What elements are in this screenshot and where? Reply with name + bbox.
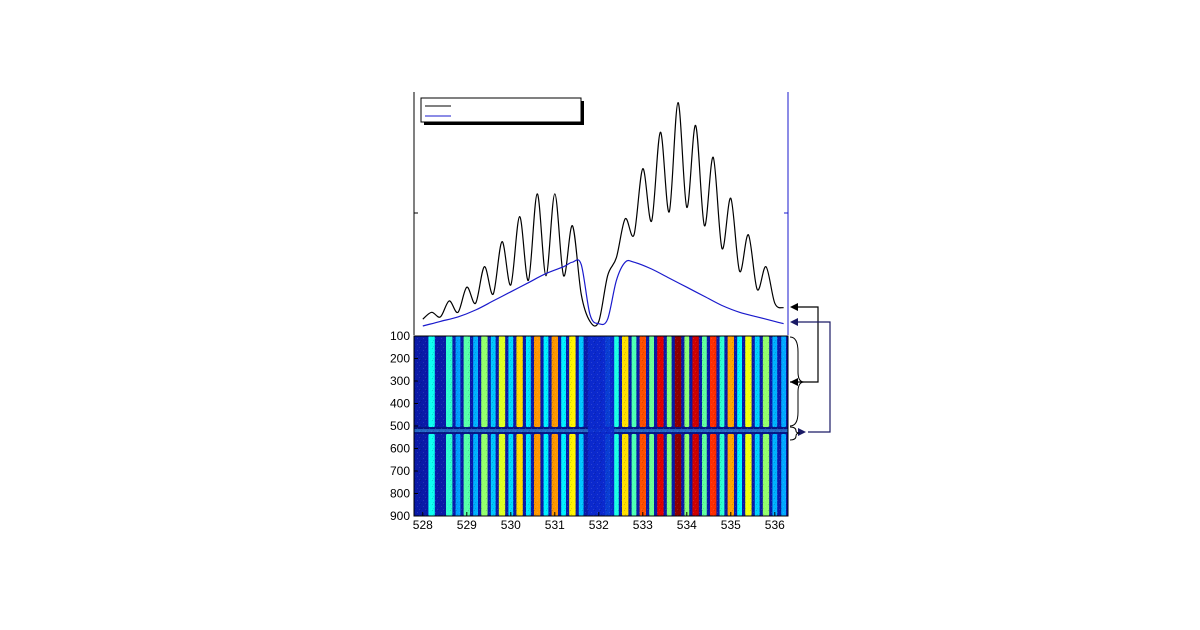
x-tick-label: 534 (677, 518, 697, 532)
legend (420, 97, 584, 125)
y-tick-label: 600 (390, 442, 410, 456)
x-tick-label: 533 (633, 518, 653, 532)
heatmap-noise-texture (414, 336, 788, 516)
thomson-lower-arrowhead (798, 428, 806, 436)
spectrum-plot-area (414, 92, 788, 335)
y-tick-label: 700 (390, 464, 410, 478)
raman-series-line (422, 101, 784, 327)
y-tick-label: 500 (390, 419, 410, 433)
top-region-brace (789, 336, 805, 427)
spectrum-lines (422, 101, 784, 327)
y-tick-label: 200 (390, 352, 410, 366)
raman-upper-arrowhead (790, 303, 798, 311)
x-tick-label: 530 (501, 518, 521, 532)
x-tick-label: 536 (765, 518, 785, 532)
central-region-brace (789, 426, 801, 441)
spectrum-panel (413, 92, 789, 335)
y-tick-label: 900 (390, 509, 410, 523)
x-tick-label: 535 (721, 518, 741, 532)
thomson-series-line (422, 259, 784, 327)
y-tick-label: 800 (390, 487, 410, 501)
thomson-upper-arrowhead (790, 318, 798, 326)
thomson-row-arrow (792, 321, 831, 433)
heatmap-yticks: 100 200 300 400 500 600 700 800 900 (390, 329, 418, 523)
y-tick-label: 300 (390, 374, 410, 388)
row-annotations (789, 303, 831, 441)
raman-lower-arrowhead (790, 378, 798, 386)
raman-row-arrow (790, 306, 819, 383)
x-tick-label: 531 (545, 518, 565, 532)
x-tick-label: 529 (457, 518, 477, 532)
y-tick-label: 400 (390, 397, 410, 411)
legend-box (420, 97, 582, 123)
heatmap-xticks: 528 529 530 531 532 533 534 535 536 (413, 512, 785, 532)
heatmap-panel: 528 529 530 531 532 533 534 535 536 100 200 300 400… (390, 329, 789, 532)
x-tick-label: 528 (413, 518, 433, 532)
x-tick-label: 532 (589, 518, 609, 532)
y-tick-label: 100 (390, 329, 410, 343)
